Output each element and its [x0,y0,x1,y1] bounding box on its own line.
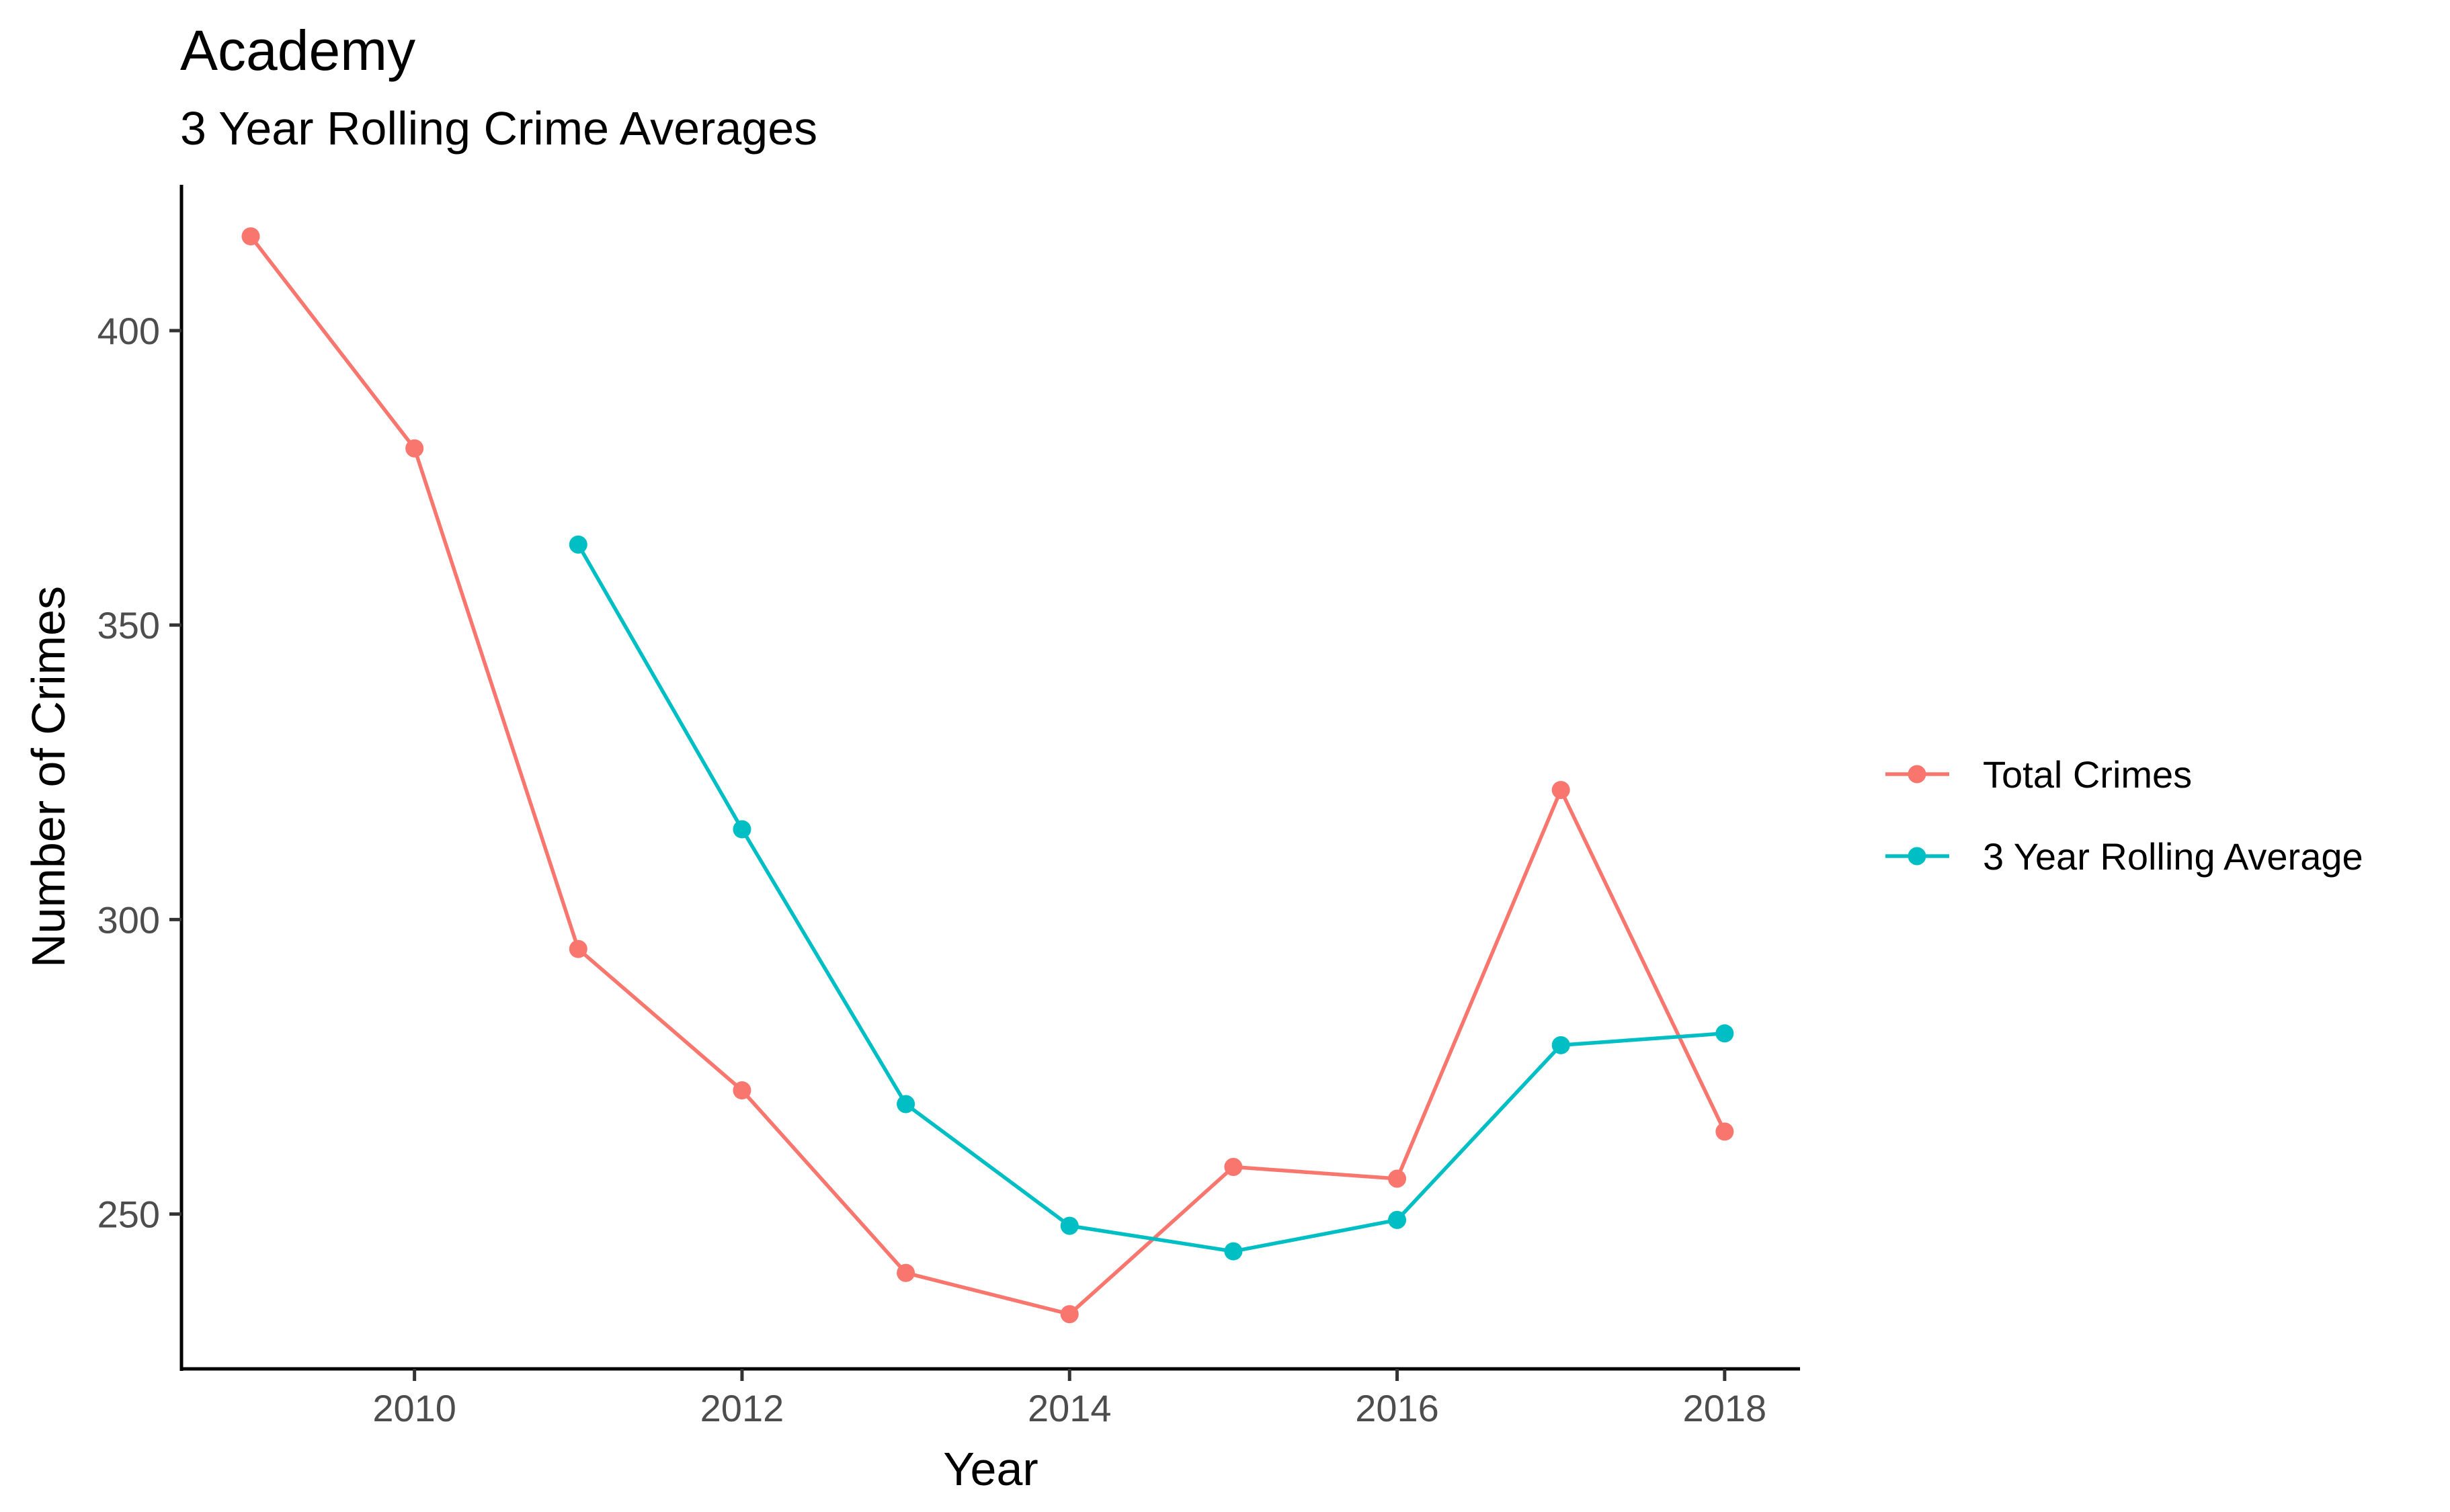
y-tick-label: 250 [97,1193,160,1236]
y-axis-ticks: 250 300 350 400 [97,310,181,1236]
data-point [569,939,587,958]
data-point [1060,1216,1079,1235]
x-axis-title: Year [943,1443,1038,1495]
data-point [733,1081,751,1100]
series-1 [569,535,1734,1261]
x-tick-label: 2010 [372,1387,456,1429]
chart-title: Academy [180,19,415,82]
data-point [1060,1305,1079,1324]
data-point [405,439,424,458]
legend: Total Crimes 3 Year Rolling Average [1885,753,2363,878]
data-point [1715,1122,1734,1141]
data-point [569,535,587,554]
data-point [1551,781,1570,800]
legend-label: 3 Year Rolling Average [1983,835,2363,878]
data-point [733,820,751,839]
series-0 [241,227,1734,1324]
data-point [241,227,260,246]
data-point [1224,1157,1243,1176]
legend-item: Total Crimes [1885,753,2192,796]
series-line [576,544,1725,1253]
data-point [1388,1210,1407,1229]
chart-subtitle: 3 Year Rolling Crime Averages [180,102,817,155]
plot-area [241,227,1734,1324]
x-tick-label: 2016 [1355,1387,1439,1429]
x-tick-label: 2018 [1683,1387,1767,1429]
y-tick-label: 400 [97,310,160,352]
x-axis-ticks: 2010 2012 2014 2016 2018 [372,1369,1766,1429]
legend-key-point [1908,765,1926,784]
legend-key-point [1908,847,1926,866]
y-tick-label: 300 [97,898,160,941]
data-point [1224,1242,1243,1261]
y-tick-label: 350 [97,604,160,646]
x-tick-label: 2012 [700,1387,784,1429]
legend-label: Total Crimes [1983,753,2192,796]
data-point [897,1095,915,1114]
y-axis-title: Number of Crimes [22,586,75,968]
data-point [1551,1036,1570,1054]
data-point [897,1263,915,1282]
x-tick-label: 2014 [1028,1387,1112,1429]
series-line [249,235,1727,1316]
data-point [1715,1024,1734,1043]
legend-item: 3 Year Rolling Average [1885,835,2363,878]
data-point [1388,1169,1407,1188]
